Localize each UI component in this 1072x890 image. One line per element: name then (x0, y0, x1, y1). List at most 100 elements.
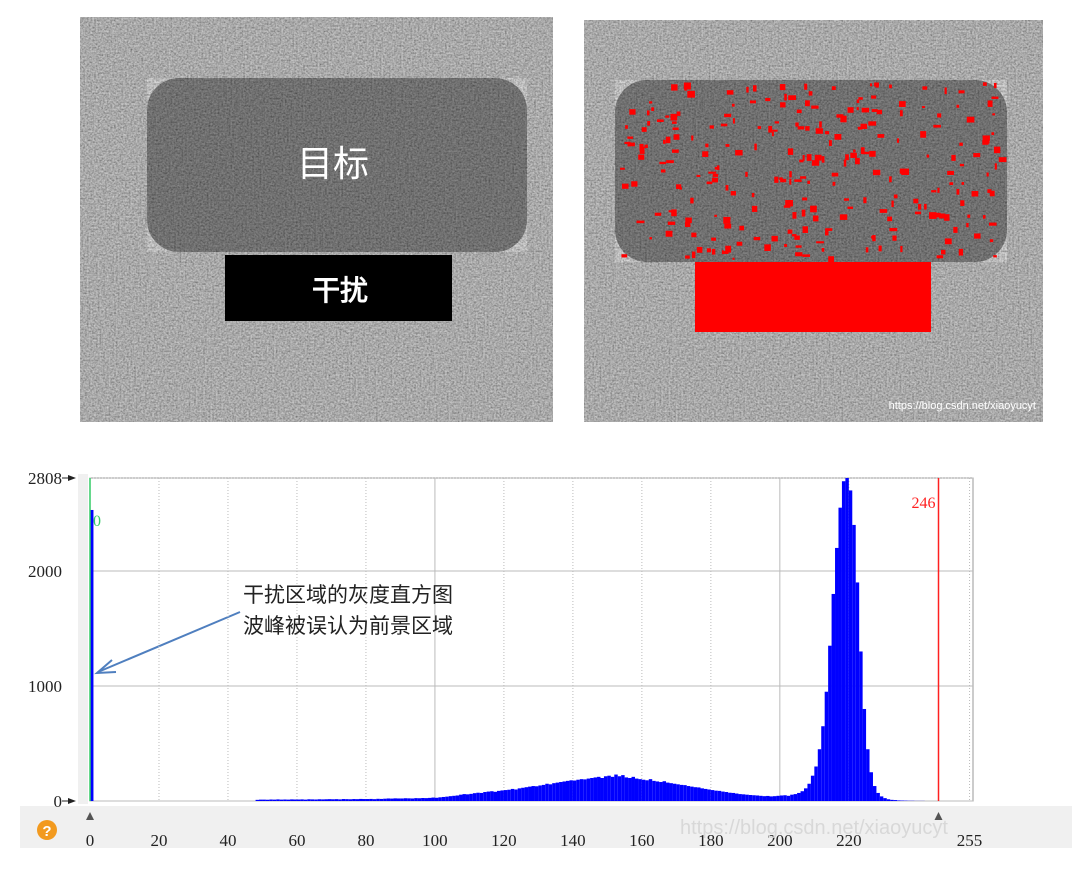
bar (876, 792, 880, 801)
speckle (725, 144, 730, 147)
speckle (765, 97, 771, 102)
bar (752, 795, 756, 801)
speckle (821, 156, 825, 163)
bar (879, 796, 884, 801)
speckle (933, 124, 941, 128)
speckle (871, 95, 877, 99)
bar (593, 777, 598, 801)
speckle (982, 135, 990, 141)
speckle (811, 160, 820, 166)
bar (866, 749, 870, 801)
speckle (671, 209, 677, 217)
bar (259, 799, 263, 801)
speckle (712, 173, 719, 177)
speckle (732, 118, 735, 124)
bar (407, 798, 411, 801)
speckle (993, 146, 1001, 154)
speckle (812, 215, 819, 222)
bar (265, 799, 270, 801)
bar (362, 799, 366, 801)
speckle (804, 83, 808, 90)
bar (645, 780, 649, 801)
speckle (808, 91, 813, 96)
bar (724, 792, 729, 801)
speckle (807, 180, 811, 184)
speckle (672, 127, 679, 131)
bar (852, 524, 856, 801)
bar (766, 795, 770, 801)
bar (521, 787, 525, 801)
speckle (789, 178, 792, 185)
bar (703, 788, 708, 801)
speckle (843, 159, 847, 167)
speckle (891, 200, 894, 208)
bar (776, 795, 780, 801)
speckle (784, 244, 788, 247)
speckle (825, 131, 830, 135)
bar (372, 799, 377, 801)
speckle (795, 245, 802, 248)
bar (679, 784, 684, 801)
speckle (780, 102, 786, 108)
speckle (805, 100, 810, 107)
speckle (960, 200, 965, 206)
speckle (667, 221, 676, 225)
help-icon[interactable] (37, 820, 57, 840)
speckle (620, 167, 625, 170)
speckle (785, 200, 793, 207)
bar (610, 776, 615, 801)
speckle (936, 255, 944, 259)
speckle (899, 110, 903, 117)
help-glyph[interactable]: ? (42, 823, 51, 840)
annotation: 波峰被误认为前景区域 (243, 614, 453, 638)
speckle (792, 212, 797, 219)
speckle (836, 114, 844, 118)
bar (559, 782, 563, 801)
speckle (774, 121, 780, 124)
bar (631, 776, 635, 801)
bar (531, 786, 535, 801)
speckle (929, 212, 937, 219)
bar (662, 781, 667, 801)
bar (321, 799, 325, 801)
bar (638, 779, 642, 801)
speckle (631, 181, 638, 187)
x-tick-label: 80 (357, 831, 374, 850)
bar (634, 778, 639, 801)
speckle (994, 163, 997, 170)
speckle (869, 150, 876, 157)
bar (693, 787, 698, 801)
speckle (926, 154, 930, 158)
speckle (736, 241, 743, 246)
speckle (949, 182, 954, 186)
y-tick-label: 2000 (28, 562, 62, 581)
speckle (684, 222, 691, 228)
speckle (956, 188, 960, 195)
speckle (787, 148, 794, 155)
speckle (892, 235, 897, 241)
arrow-head (94, 659, 117, 675)
bar (821, 726, 825, 801)
y-tick-label: 2808 (28, 469, 62, 488)
bar (583, 779, 587, 801)
bar (783, 795, 787, 801)
bar (421, 798, 425, 801)
bar (359, 798, 363, 801)
speckle (989, 222, 997, 226)
bar (603, 776, 608, 801)
speckle (879, 209, 888, 213)
speckle (771, 131, 774, 137)
speckle (860, 147, 865, 154)
bar (352, 799, 356, 801)
bar (493, 791, 498, 801)
bar (800, 791, 804, 801)
speckle (716, 165, 720, 170)
bar (835, 547, 839, 801)
speckle (874, 82, 879, 87)
speckle (858, 97, 863, 100)
bar (859, 651, 863, 801)
bar (348, 799, 353, 801)
bar (431, 797, 435, 801)
bar (503, 790, 508, 801)
speckle (862, 151, 870, 155)
